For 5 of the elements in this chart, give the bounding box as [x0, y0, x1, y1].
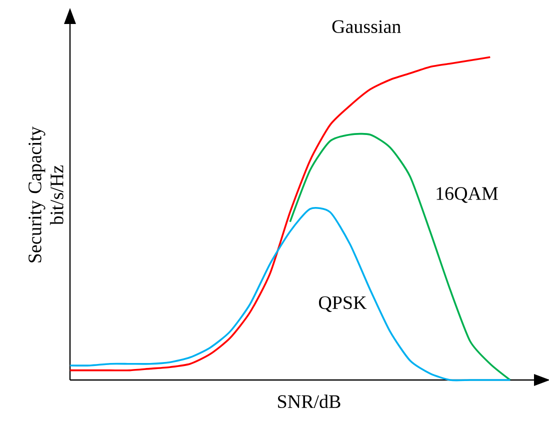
text: Gaussian: [332, 20, 401, 34]
y-axis-title: Security Capacity bit/s/Hz: [28, 126, 64, 262]
series-label: 16QAM: [436, 187, 498, 203]
series-label: QPSK: [318, 296, 367, 312]
x-axis-title: SNR/dB: [278, 394, 340, 408]
